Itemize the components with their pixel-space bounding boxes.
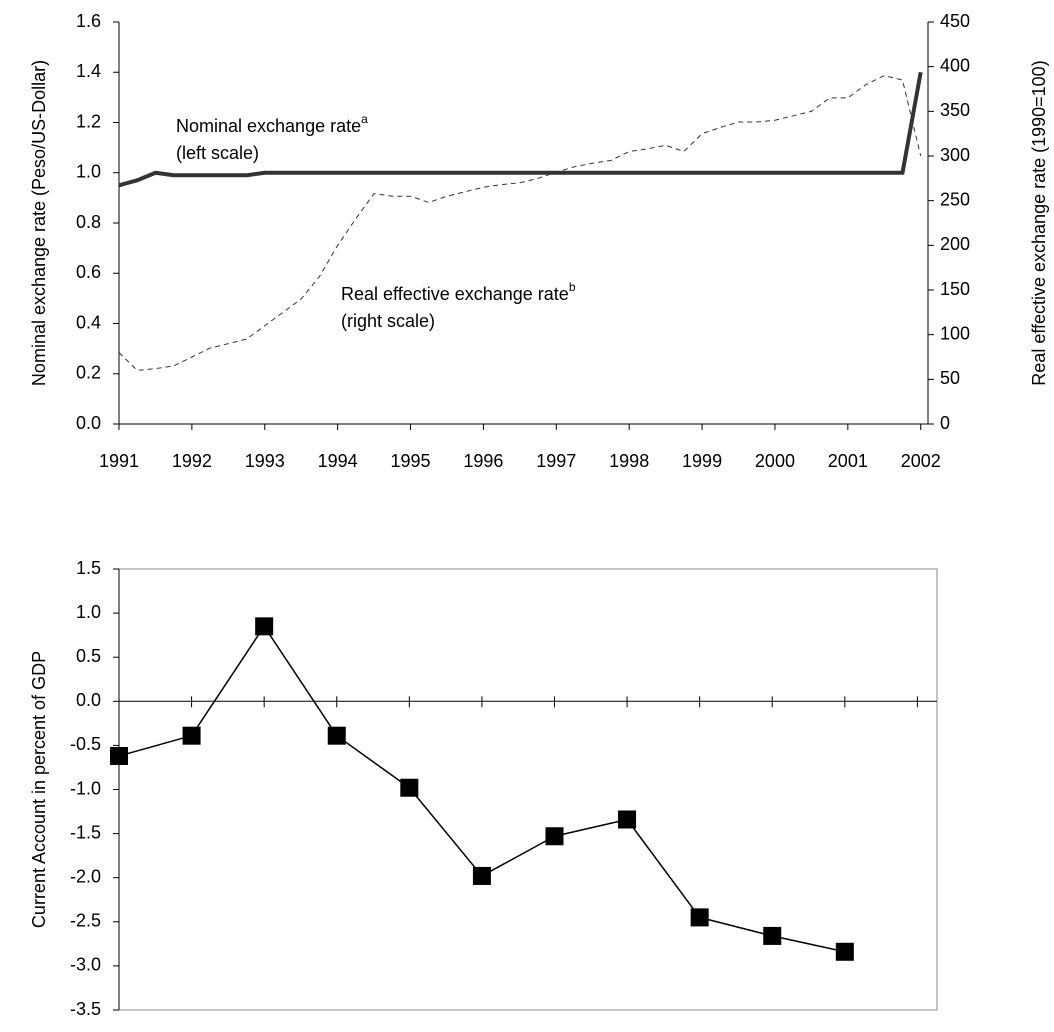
y-tick-label: 1.6 — [76, 11, 101, 31]
y2-tick-label: 400 — [940, 55, 970, 75]
annotation: Nominal exchange ratea — [176, 112, 368, 136]
y-tick-label: 1.0 — [76, 162, 101, 182]
y-tick-label: -2.5 — [70, 911, 101, 931]
annotation-text: Nominal exchange rate — [176, 116, 361, 136]
x-tick-label: 1992 — [172, 1029, 212, 1032]
y2-tick-label: 350 — [940, 100, 970, 120]
x-tick-label: 1991 — [99, 451, 139, 471]
series-line — [118, 75, 922, 371]
y2-tick-label: 250 — [940, 189, 970, 209]
annotation-note: (right scale) — [341, 311, 435, 331]
x-tick-label: 2000 — [752, 1029, 792, 1032]
x-tick-label: 1992 — [172, 451, 212, 471]
y2-tick-label: 300 — [940, 145, 970, 165]
x-tick-label: 1996 — [462, 1029, 502, 1032]
y2-tick-label: 200 — [940, 234, 970, 254]
y-tick-label: 0.4 — [76, 312, 101, 332]
y2-tick-label: 150 — [940, 279, 970, 299]
x-tick-label: 2001 — [828, 451, 868, 471]
marker — [110, 746, 128, 765]
x-tick-label: 2000 — [755, 451, 795, 471]
y-tick-label: 1.5 — [76, 558, 101, 578]
y-tick-label: -1.5 — [70, 822, 101, 842]
y-tick-label: -2.0 — [70, 866, 101, 886]
annotation-note: (left scale) — [176, 143, 259, 163]
x-tick-label: 1993 — [245, 451, 285, 471]
marker — [545, 827, 564, 846]
x-tick-label: 1991 — [99, 1029, 139, 1032]
series-line — [118, 71, 923, 188]
y-tick-label: 0.0 — [76, 413, 101, 433]
y-axis-label: Current Account in percent of GDP — [29, 651, 49, 928]
x-tick-label: 1999 — [680, 1029, 720, 1032]
marker — [327, 726, 346, 745]
y-tick-label: 1.0 — [76, 602, 101, 622]
y2-tick-label: 450 — [940, 11, 970, 31]
y-tick-label: 1.2 — [76, 111, 101, 131]
x-tick-label: 1999 — [682, 451, 722, 471]
y2-tick-label: 50 — [940, 368, 960, 388]
y-tick-label: 0.8 — [76, 212, 101, 232]
x-tick-label: 1995 — [391, 451, 431, 471]
y2-tick-label: 0 — [940, 413, 950, 433]
x-tick-label: 1994 — [318, 451, 358, 471]
x-tick-label: 1993 — [244, 1029, 284, 1032]
y2-tick-label: 100 — [940, 323, 970, 343]
annotation-superscript: b — [569, 280, 576, 294]
y-tick-label: 0.0 — [76, 690, 101, 710]
annotation-superscript: a — [361, 112, 368, 126]
x-tick-label: 1994 — [317, 1029, 357, 1032]
x-tick-label: 2001 — [825, 1029, 865, 1032]
marker — [255, 617, 274, 636]
marker — [400, 778, 419, 797]
annotation-text: Real effective exchange rate — [341, 284, 569, 304]
plot-frame — [118, 568, 938, 1011]
x-tick-label: 1997 — [536, 451, 576, 471]
x-tick-label: 1998 — [609, 451, 649, 471]
x-tick-label: 1997 — [534, 1029, 574, 1032]
marker — [835, 942, 854, 961]
y2-axis-label: Real effective exchange rate (1990=100) — [1029, 60, 1049, 385]
x-tick-label: 2002 — [901, 451, 941, 471]
marker — [472, 866, 491, 885]
y-tick-label: -0.5 — [70, 734, 101, 754]
marker — [763, 926, 782, 945]
marker — [690, 908, 709, 927]
series-line — [118, 625, 845, 953]
y-tick-label: -1.0 — [70, 778, 101, 798]
y-tick-label: 0.5 — [76, 646, 101, 666]
x-tick-label: 1998 — [607, 1029, 647, 1032]
x-tick-label: 2002 — [897, 1029, 937, 1032]
x-tick-label: 1995 — [389, 1029, 429, 1032]
y-axis-label: Nominal exchange rate (Peso/US-Dollar) — [29, 60, 49, 386]
marker — [182, 726, 201, 745]
annotation: Real effective exchange rateb — [341, 280, 576, 304]
y-tick-label: 0.6 — [76, 262, 101, 282]
x-tick-label: 1996 — [463, 451, 503, 471]
y-tick-label: -3.5 — [70, 999, 101, 1019]
y-tick-label: -3.0 — [70, 955, 101, 975]
marker — [618, 810, 637, 829]
y-tick-label: 0.2 — [76, 363, 101, 383]
y-tick-label: 1.4 — [76, 61, 101, 81]
